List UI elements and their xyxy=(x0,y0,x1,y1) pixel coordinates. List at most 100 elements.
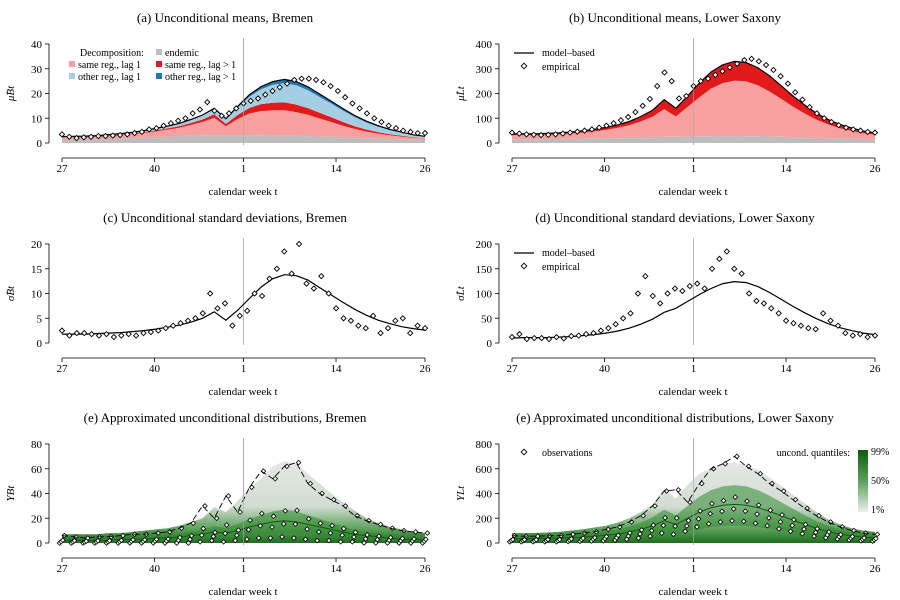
empirical-point xyxy=(378,118,385,126)
empirical-point xyxy=(656,300,664,307)
observation-point xyxy=(694,524,700,530)
y-tick-label: 400 xyxy=(476,489,493,501)
empirical-point xyxy=(612,321,619,328)
y-tick-label: 0 xyxy=(487,138,493,150)
observation-point xyxy=(59,537,66,544)
empirical-point xyxy=(73,134,80,142)
empirical-point xyxy=(552,131,559,138)
observation-point xyxy=(292,521,299,528)
empirical-point xyxy=(177,320,184,327)
legend-label: observations xyxy=(542,448,593,459)
observation-point xyxy=(683,523,690,529)
empirical-point xyxy=(531,334,538,342)
empirical-point xyxy=(399,315,407,322)
observation-point xyxy=(349,538,356,545)
empirical-point xyxy=(155,327,162,334)
empirical-point xyxy=(723,248,730,255)
empirical-point xyxy=(229,322,236,329)
observation-point xyxy=(352,529,359,536)
observation-point xyxy=(282,508,289,514)
observation-point xyxy=(85,535,91,541)
empirical-point xyxy=(834,322,842,329)
observation-point xyxy=(638,527,645,533)
observation-point xyxy=(660,522,667,529)
observation-point xyxy=(202,503,208,509)
observation-point xyxy=(198,532,205,539)
empirical-point xyxy=(741,56,748,64)
chart-d: (d) Unconditional standard deviations, L… xyxy=(455,210,881,398)
observation-point xyxy=(257,522,264,529)
x-axis-label: calendar week t xyxy=(208,586,277,598)
legend-point-swatch xyxy=(520,262,528,270)
observation-point xyxy=(188,532,195,539)
observation-point xyxy=(791,516,797,523)
empirical-point xyxy=(214,305,221,312)
observation-point xyxy=(280,521,287,527)
empirical-point xyxy=(701,285,708,292)
x-tick-label: 40 xyxy=(599,163,611,175)
empirical-point xyxy=(169,322,177,329)
observation-point xyxy=(789,522,796,529)
empirical-point xyxy=(162,324,169,332)
observation-point xyxy=(730,506,737,512)
observation-point xyxy=(106,537,113,544)
observation-point xyxy=(294,507,300,514)
observation-point xyxy=(212,529,218,536)
observation-point xyxy=(118,537,125,544)
empirical-point xyxy=(269,87,276,95)
empirical-point xyxy=(712,71,719,79)
observation-point xyxy=(719,508,725,515)
observation-point xyxy=(687,499,693,506)
empirical-point xyxy=(199,310,206,317)
observation-point xyxy=(722,460,729,467)
observation-point xyxy=(705,520,712,527)
observation-point xyxy=(327,530,334,536)
y-tick-label: 0 xyxy=(37,538,43,550)
empirical-point xyxy=(371,115,378,122)
empirical-point xyxy=(686,282,693,290)
chart-c: (c) Unconditional standard deviations, B… xyxy=(5,210,431,398)
empirical-point xyxy=(842,124,850,131)
empirical-point xyxy=(857,330,864,338)
observation-point xyxy=(165,536,172,542)
empirical-point xyxy=(356,105,363,112)
y-tick-label: 15 xyxy=(31,264,43,276)
x-tick-label: 1 xyxy=(691,163,697,175)
empirical-point xyxy=(683,92,690,100)
empirical-point xyxy=(340,315,347,322)
observation-point xyxy=(662,514,668,521)
legend-label: empirical xyxy=(542,262,580,273)
observation-point xyxy=(225,493,232,499)
empirical-point xyxy=(719,68,726,75)
empirical-point xyxy=(421,324,429,332)
observation-point xyxy=(366,517,372,524)
y-tick-label: 100 xyxy=(476,113,493,125)
empirical-point xyxy=(363,110,371,117)
empirical-point xyxy=(857,127,864,134)
y-tick-label: 400 xyxy=(476,39,493,51)
x-tick-label: 27 xyxy=(507,563,519,575)
y-tick-label: 20 xyxy=(31,513,43,525)
empirical-point xyxy=(671,285,679,292)
empirical-point xyxy=(102,132,109,140)
empirical-point xyxy=(559,130,566,137)
empirical-point xyxy=(731,265,738,272)
observation-point xyxy=(776,525,782,532)
chart-title: (a) Unconditional means, Bremen xyxy=(137,10,314,25)
observation-point xyxy=(270,513,277,520)
observation-point xyxy=(223,522,230,528)
x-axis-label: calendar week t xyxy=(208,186,277,198)
empirical-point xyxy=(574,128,581,135)
observation-point xyxy=(648,527,655,534)
observation-point xyxy=(521,536,528,543)
observation-point xyxy=(801,526,807,532)
empirical-point xyxy=(131,129,138,137)
empirical-point xyxy=(617,117,625,124)
observation-point xyxy=(767,507,774,514)
x-tick-label: 14 xyxy=(781,563,793,575)
x-tick-label: 26 xyxy=(420,163,432,175)
empirical-point xyxy=(87,133,95,141)
observation-point xyxy=(304,526,310,532)
empirical-point xyxy=(125,330,132,338)
observation-point xyxy=(670,531,677,538)
